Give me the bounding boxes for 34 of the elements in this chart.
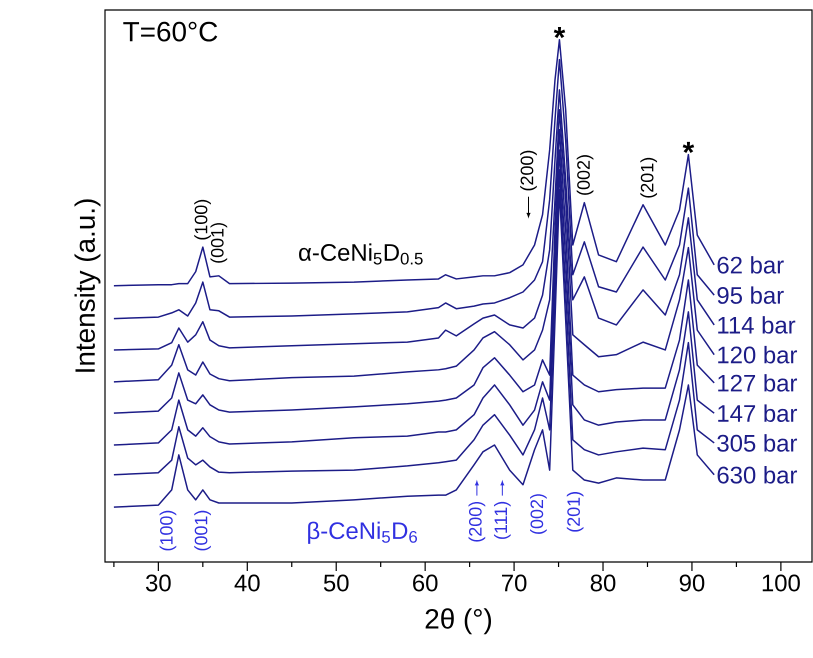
series-label: 127 bar — [718, 374, 798, 392]
series-label: 630 bar — [718, 466, 798, 484]
annotation: β-CeNi$_{5}$D$_{6}$ — [308, 522, 417, 544]
series-label: 305 bar — [717, 434, 798, 452]
annotation: (100) — [160, 510, 176, 550]
annotation: (201) — [566, 492, 584, 532]
x-tick-label: 80 — [590, 574, 616, 592]
annotation: (001) — [194, 510, 211, 550]
x-tick-label: 70 — [502, 574, 526, 592]
x-tick-label: 50 — [324, 574, 349, 592]
annotation: (201) — [640, 158, 658, 198]
x-tick-label: 100 — [762, 574, 800, 592]
annotation: * — [554, 27, 566, 38]
x-tick-label: 60 — [413, 574, 438, 592]
series-label: 95 bar — [718, 286, 784, 304]
annotation: (111) — [494, 502, 511, 539]
series-label: 62 bar — [718, 256, 784, 274]
series-label: 120 bar — [718, 346, 798, 364]
annotation: T=60°C — [123, 22, 218, 42]
x-tick-label: 40 — [234, 574, 260, 592]
x-tick-label: 90 — [680, 574, 704, 592]
annotation: (200) — [468, 502, 486, 542]
annotation: (002) — [576, 155, 594, 195]
annotation: (001) — [210, 223, 228, 263]
annotation: * — [682, 142, 694, 154]
x-tick-label: 30 — [146, 574, 171, 592]
series-label: 114 bar — [718, 316, 796, 334]
annotation: (002) — [530, 494, 547, 534]
annotation: (200) — [520, 150, 537, 190]
y-axis-title: Intensity (a.u.) — [74, 199, 100, 372]
annotation: (100) — [194, 200, 211, 240]
series-label: 147 bar — [718, 404, 798, 422]
annotation: α-CeNi$_{5}$D$_{0.5}$ — [299, 243, 423, 265]
x-axis-title: 2θ (°) — [426, 608, 492, 634]
